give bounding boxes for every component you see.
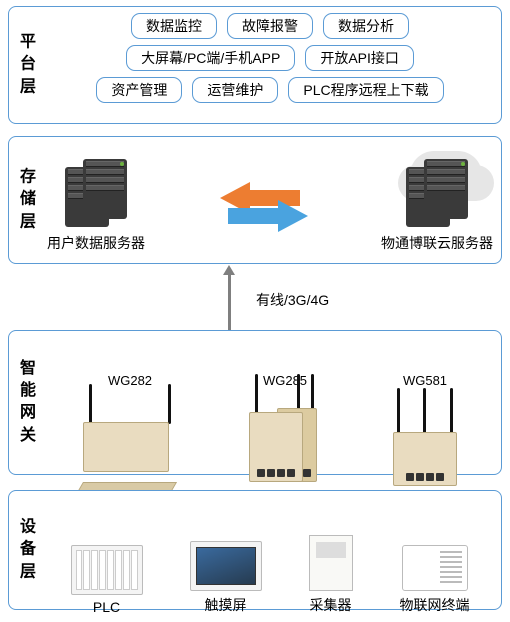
- layer-device-label: 设备层: [17, 516, 39, 583]
- gateway-wg282: WG282: [83, 373, 177, 486]
- plc-icon: [71, 545, 143, 595]
- gateway-wg581: WG581: [393, 373, 457, 486]
- pill-data-analyze: 数据分析: [323, 13, 409, 39]
- storage-user-server-label: 用户数据服务器: [47, 233, 145, 253]
- hmi-icon: [190, 541, 262, 591]
- device-hmi: 触摸屏: [190, 541, 262, 615]
- gateway-wg282-label: WG282: [83, 373, 177, 388]
- sync-arrows: [208, 182, 318, 230]
- cloud-server-icon: [406, 159, 468, 229]
- iot-terminal-icon: [402, 545, 468, 591]
- device-collector-label: 采集器: [309, 595, 353, 615]
- server-icon: [65, 159, 127, 229]
- layer-platform-content: 数据监控 故障报警 数据分析 大屏幕/PC端/手机APP 开放API接口 资产管…: [47, 13, 493, 117]
- router-icon: [249, 412, 321, 486]
- layer-device-content: PLC 触摸屏 采集器 物联网终端: [47, 497, 493, 615]
- device-hmi-label: 触摸屏: [190, 595, 262, 615]
- router-icon: [83, 422, 177, 486]
- layer-device: 设备层 PLC 触摸屏 采集器 物联网终端: [8, 490, 502, 610]
- layer-gateway-content: WG282 WG285 WG581: [47, 343, 493, 486]
- pill-asset-mgmt: 资产管理: [96, 77, 182, 103]
- device-iot: 物联网终端: [400, 545, 470, 615]
- pill-screens: 大屏幕/PC端/手机APP: [126, 45, 295, 71]
- meter-icon: [309, 535, 353, 591]
- layer-gateway-label: 智能网关: [17, 358, 39, 448]
- gateway-wg285: WG285: [249, 373, 321, 486]
- device-iot-label: 物联网终端: [400, 595, 470, 615]
- device-plc: PLC: [71, 545, 143, 615]
- layer-storage-label: 存储层: [17, 166, 39, 233]
- storage-cloud-server: 物通博联云服务器: [381, 159, 493, 253]
- gateway-wg581-label: WG581: [393, 373, 457, 388]
- layer-storage-content: 用户数据服务器 物通博联云服务器: [47, 143, 493, 269]
- layer-platform-label: 平台层: [17, 31, 39, 98]
- device-plc-label: PLC: [71, 599, 143, 615]
- layer-platform: 平台层 数据监控 故障报警 数据分析 大屏幕/PC端/手机APP 开放API接口…: [8, 6, 502, 124]
- layer-storage: 存储层 用户数据服务器 物通博联云服务器: [8, 136, 502, 264]
- pill-fault-alert: 故障报警: [227, 13, 313, 39]
- layer-gateway: 智能网关 WG282 WG285 WG581: [8, 330, 502, 475]
- router-icon: [393, 432, 457, 486]
- device-collector: 采集器: [309, 535, 353, 615]
- storage-cloud-server-label: 物通博联云服务器: [381, 233, 493, 253]
- pill-data-monitor: 数据监控: [131, 13, 217, 39]
- storage-user-server: 用户数据服务器: [47, 159, 145, 253]
- connector-label: 有线/3G/4G: [256, 290, 329, 310]
- pill-ops-maint: 运营维护: [192, 77, 278, 103]
- pill-plc-remote: PLC程序远程上下载: [288, 77, 443, 103]
- pill-open-api: 开放API接口: [305, 45, 414, 71]
